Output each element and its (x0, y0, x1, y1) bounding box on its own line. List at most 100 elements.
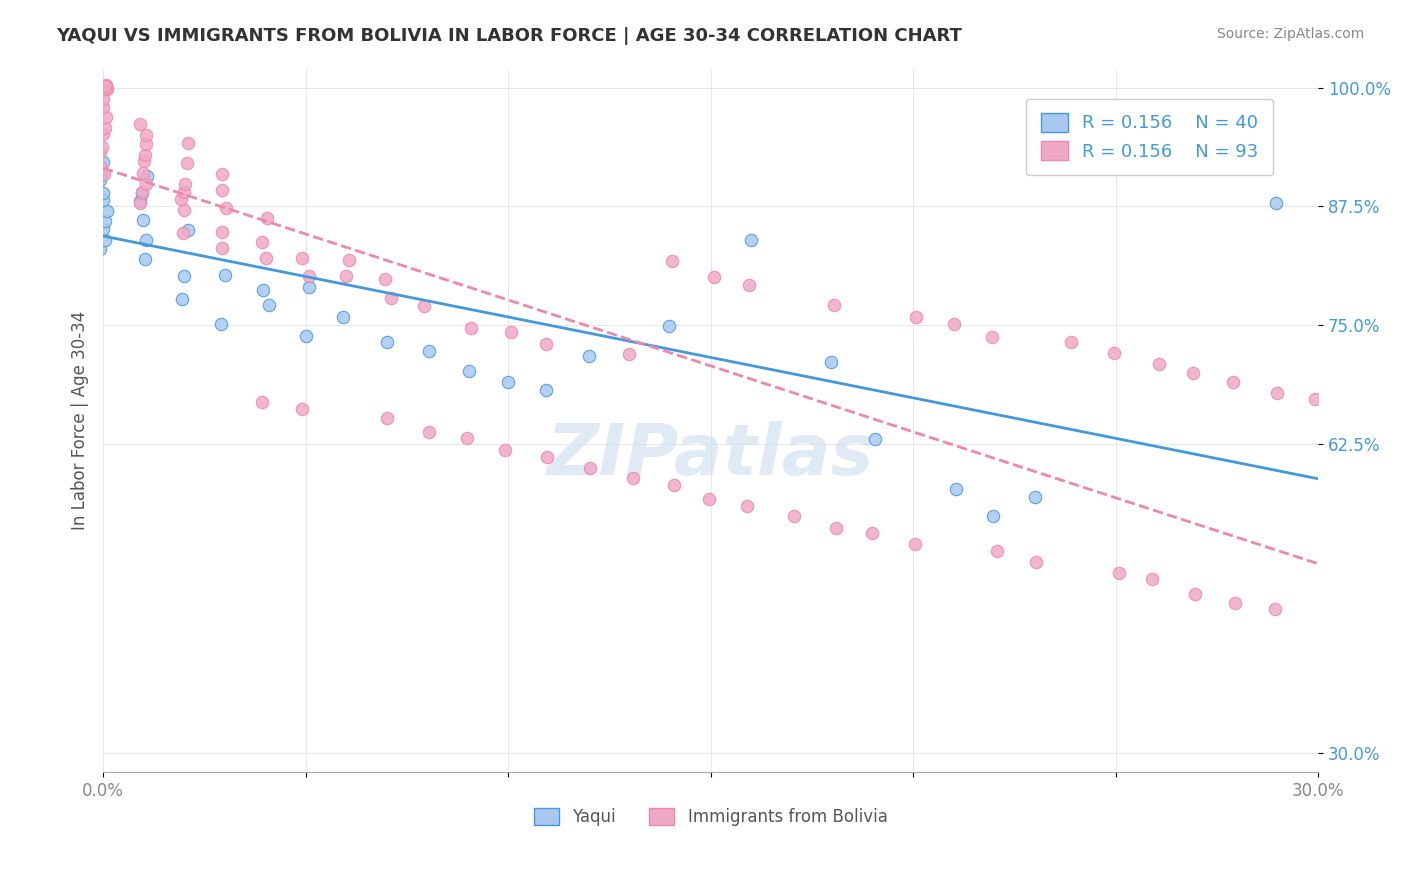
Point (176, 223, 198, 237)
Point (418, 344, 440, 359)
Point (89, 145, 111, 159)
Point (945, 482, 967, 496)
Point (136, 169, 159, 183)
Point (90, 81, 112, 95)
Point (132, 166, 155, 180)
Point (254, 251, 277, 265)
Point (1265, 386, 1288, 401)
Point (252, 394, 274, 409)
Point (904, 310, 927, 325)
Point (211, 241, 233, 255)
Point (91, 100, 114, 114)
Point (1147, 358, 1170, 372)
Point (740, 233, 762, 247)
Point (980, 330, 1002, 344)
Point (134, 252, 156, 266)
Point (332, 310, 354, 325)
Point (986, 544, 1008, 558)
Point (1182, 366, 1205, 380)
Point (96, 82, 118, 96)
Point (380, 291, 402, 305)
Point (664, 477, 686, 491)
Point (735, 499, 758, 513)
Point (256, 211, 278, 225)
Point (257, 298, 280, 312)
Point (214, 268, 236, 282)
Point (91, 82, 114, 96)
Point (1024, 491, 1046, 505)
Point (823, 298, 845, 312)
Text: ZIPatlas: ZIPatlas (547, 421, 875, 490)
Point (131, 186, 153, 200)
Point (91, 140, 114, 154)
Point (89, 159, 111, 173)
Point (1265, 195, 1288, 210)
Point (177, 136, 200, 151)
Point (94, 80, 117, 95)
Point (94, 79, 117, 94)
Point (413, 299, 436, 313)
Point (93, 81, 115, 95)
Point (96, 204, 118, 219)
Point (460, 320, 482, 334)
Point (661, 254, 683, 268)
Point (904, 536, 927, 550)
Point (252, 235, 274, 250)
Point (94, 110, 117, 124)
Point (135, 177, 157, 191)
Point (621, 470, 644, 484)
Point (135, 128, 157, 142)
Point (865, 433, 887, 447)
Point (298, 279, 321, 293)
Point (89, 243, 111, 257)
Point (131, 212, 153, 227)
Point (375, 411, 398, 425)
Point (536, 383, 558, 397)
Point (1222, 375, 1244, 389)
Point (1225, 597, 1247, 611)
Point (1184, 586, 1206, 600)
Point (252, 283, 274, 297)
Point (1108, 566, 1130, 581)
Point (658, 319, 681, 334)
Point (135, 136, 157, 151)
Point (91, 222, 114, 236)
Point (91, 186, 114, 200)
Point (215, 202, 238, 216)
Legend: Yaqui, Immigrants from Bolivia: Yaqui, Immigrants from Bolivia (526, 799, 896, 834)
Point (134, 154, 156, 169)
Point (579, 460, 602, 475)
Text: Source: ZipAtlas.com: Source: ZipAtlas.com (1216, 27, 1364, 41)
Point (824, 520, 846, 534)
Point (494, 442, 516, 457)
Point (93, 167, 115, 181)
Point (536, 450, 558, 464)
Text: YAQUI VS IMMIGRANTS FROM BOLIVIA IN LABOR FORCE | AGE 30-34 CORRELATION CHART: YAQUI VS IMMIGRANTS FROM BOLIVIA IN LABO… (56, 27, 962, 45)
Point (860, 525, 883, 540)
Point (335, 269, 357, 284)
Point (702, 269, 724, 284)
Point (173, 226, 195, 240)
Point (94, 78, 117, 92)
Point (1142, 572, 1164, 586)
Point (783, 509, 806, 524)
Point (128, 117, 150, 131)
Point (295, 328, 318, 343)
Point (697, 491, 720, 506)
Point (1303, 392, 1326, 407)
Point (337, 253, 360, 268)
Point (173, 185, 195, 199)
Point (94, 234, 117, 248)
Point (501, 326, 523, 340)
Y-axis label: In Labor Force | Age 30-34: In Labor Force | Age 30-34 (72, 310, 89, 530)
Point (211, 167, 233, 181)
Point (619, 347, 641, 361)
Point (1102, 346, 1125, 360)
Point (91, 92, 114, 106)
Point (90, 168, 112, 182)
Point (820, 355, 842, 369)
Point (89, 82, 111, 96)
Point (981, 509, 1004, 524)
Point (418, 425, 440, 439)
Point (94, 214, 117, 228)
